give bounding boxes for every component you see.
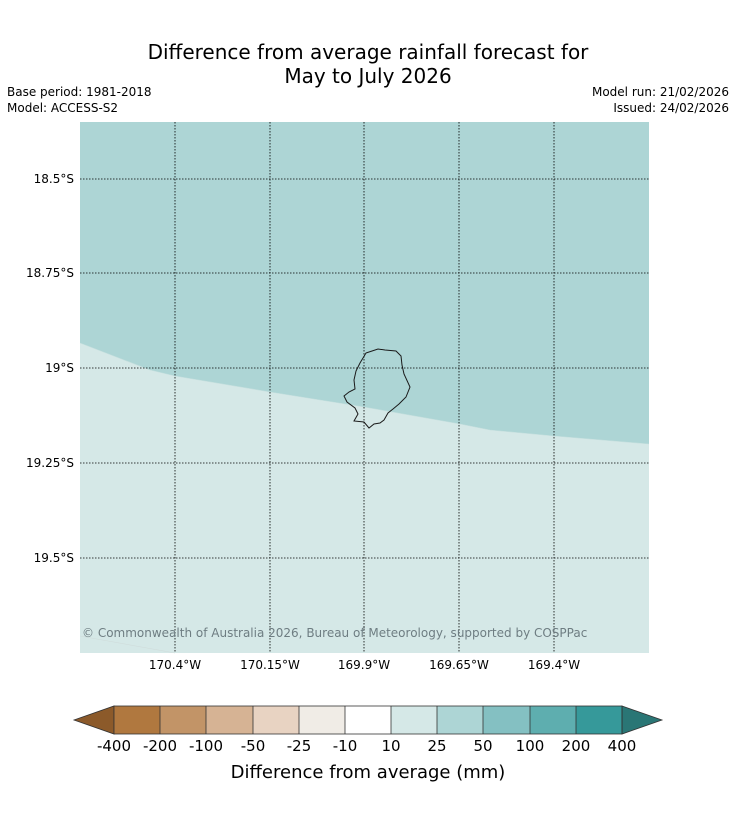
- colorbar-extend-below: [72, 705, 115, 735]
- rainfall-zone-25-50: [80, 343, 649, 653]
- base-period: Base period: 1981-2018: [7, 85, 152, 99]
- lon-label: 170.4°W: [148, 658, 202, 672]
- colorbar-label: 400: [607, 737, 637, 755]
- graticule: [80, 122, 649, 653]
- map-title-line2: May to July 2026: [284, 64, 452, 88]
- lon-label: 169.9°W: [337, 658, 391, 672]
- model-run: Model run: 21/02/2026: [591, 85, 729, 99]
- colorbar: [72, 705, 664, 735]
- colorbar-title: Difference from average (mm): [230, 762, 506, 783]
- model-name: Model: ACCESS-S2: [7, 101, 119, 115]
- colorbar-bin: [391, 706, 437, 734]
- issued-date: Issued: 24/02/2026: [613, 101, 729, 115]
- colorbar-extend-above: [621, 705, 664, 735]
- lat-label: 18.5°S: [33, 172, 74, 186]
- niue-island-outline: [343, 348, 411, 429]
- colorbar-outline: [113, 705, 623, 735]
- colorbar-bin: [206, 706, 253, 734]
- colorbar-label: 200: [561, 737, 591, 755]
- colorbar-bin: [437, 706, 483, 734]
- colorbar-label: -10: [332, 737, 358, 755]
- colorbar-separators: [159, 706, 577, 734]
- lat-label: 19°S: [45, 361, 74, 375]
- colorbar-bin: [576, 706, 622, 734]
- colorbar-bin: [160, 706, 206, 734]
- colorbar-label: -200: [142, 737, 178, 755]
- colorbar-label: 25: [427, 737, 447, 755]
- colorbar-label: -25: [286, 737, 312, 755]
- colorbar-label: -400: [96, 737, 132, 755]
- copyright-notice: © Commonwealth of Australia 2026, Bureau…: [82, 626, 588, 640]
- map-plot-area: [79, 122, 650, 654]
- colorbar-bin: [530, 706, 576, 734]
- colorbar-bin: [114, 706, 160, 734]
- lon-label: 170.15°W: [240, 658, 300, 672]
- colorbar-bin: [345, 706, 391, 734]
- colorbar-bin: [253, 706, 299, 734]
- colorbar-label: 10: [381, 737, 401, 755]
- colorbar-bin: [483, 706, 530, 734]
- map-title-line1: Difference from average rainfall forecas…: [147, 40, 589, 64]
- lat-label: 19.5°S: [33, 551, 74, 565]
- colorbar-label: 100: [515, 737, 545, 755]
- lon-label: 169.4°W: [527, 658, 581, 672]
- colorbar-label: -100: [188, 737, 224, 755]
- minor-contour: [79, 635, 176, 654]
- lon-label: 169.65°W: [429, 658, 489, 672]
- colorbar-label: 50: [473, 737, 493, 755]
- lat-label: 19.25°S: [26, 456, 74, 470]
- colorbar-label: -50: [240, 737, 266, 755]
- lat-label: 18.75°S: [26, 266, 74, 280]
- colorbar-bin: [299, 706, 345, 734]
